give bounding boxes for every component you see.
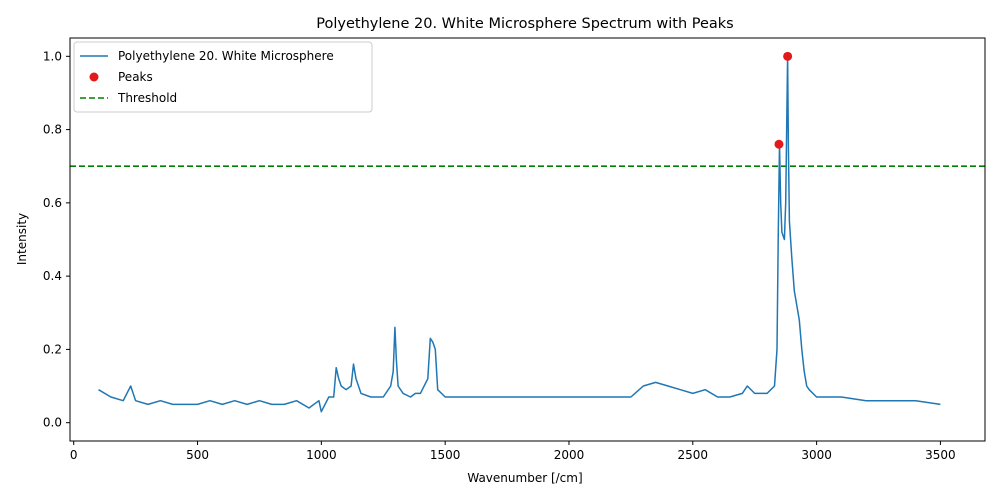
y-axis-label: Intensity <box>15 213 29 265</box>
x-tick-label: 500 <box>186 448 209 462</box>
x-tick-label: 1500 <box>430 448 461 462</box>
x-tick-label: 1000 <box>306 448 337 462</box>
x-tick-label: 2000 <box>554 448 585 462</box>
y-tick-label: 0.4 <box>43 269 62 283</box>
legend-label-spectrum: Polyethylene 20. White Microsphere <box>118 49 334 63</box>
x-axis-label: Wavenumber [/cm] <box>467 471 582 485</box>
x-axis: 0 500 1000 1500 2000 2500 3000 3500 <box>70 441 956 462</box>
legend-marker-peaks <box>89 72 99 82</box>
x-tick-label: 3500 <box>925 448 956 462</box>
legend: Polyethylene 20. White Microsphere Peaks… <box>73 41 373 113</box>
x-tick-label: 2500 <box>678 448 709 462</box>
x-tick-label: 0 <box>70 448 78 462</box>
y-tick-label: 0.6 <box>43 196 62 210</box>
peak-marker <box>783 51 793 61</box>
y-axis: 0.0 0.2 0.4 0.6 0.8 1.0 <box>43 49 70 430</box>
y-tick-label: 0.2 <box>43 342 62 356</box>
y-tick-label: 0.0 <box>43 416 62 430</box>
y-tick-label: 0.8 <box>43 123 62 137</box>
plot-frame <box>69 37 986 442</box>
legend-label-threshold: Threshold <box>117 91 177 105</box>
x-tick-label: 3000 <box>801 448 832 462</box>
peak-marker <box>774 139 784 149</box>
spectrum-line <box>98 55 941 413</box>
chart-title: Polyethylene 20. White Microsphere Spect… <box>316 16 734 32</box>
plot-area <box>70 51 985 413</box>
legend-box <box>73 41 373 113</box>
y-tick-label: 1.0 <box>43 49 62 63</box>
legend-label-peaks: Peaks <box>118 70 153 84</box>
